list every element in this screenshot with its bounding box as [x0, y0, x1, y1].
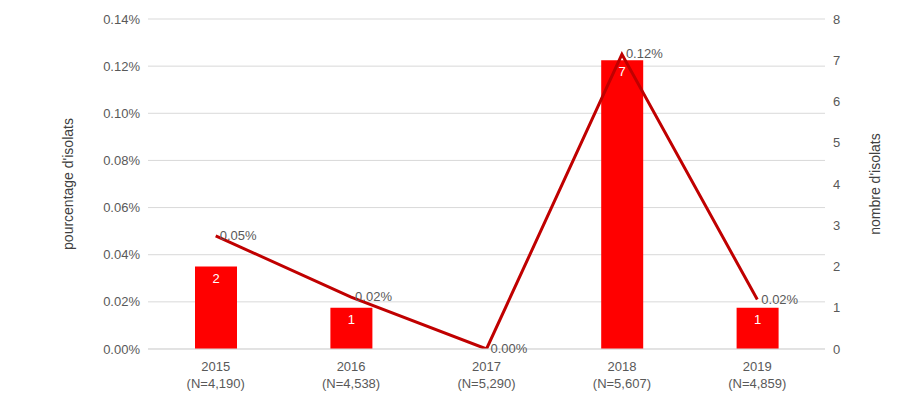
svg-text:0.14%: 0.14% — [103, 12, 140, 27]
svg-text:0.02%: 0.02% — [103, 294, 140, 309]
svg-text:0.05%: 0.05% — [220, 228, 257, 243]
svg-text:2018(N=5,607): 2018(N=5,607) — [593, 359, 651, 391]
svg-text:8: 8 — [833, 12, 840, 27]
svg-text:0: 0 — [833, 342, 840, 357]
svg-text:7: 7 — [619, 64, 626, 79]
svg-text:3: 3 — [833, 218, 840, 233]
svg-text:0.02%: 0.02% — [761, 292, 798, 307]
svg-text:7: 7 — [833, 53, 840, 68]
svg-text:2: 2 — [212, 271, 219, 286]
svg-text:6: 6 — [833, 94, 840, 109]
svg-text:0.00%: 0.00% — [103, 342, 140, 357]
svg-text:0.10%: 0.10% — [103, 106, 140, 121]
svg-text:4: 4 — [833, 177, 840, 192]
svg-text:0.02%: 0.02% — [355, 289, 392, 304]
svg-text:0.12%: 0.12% — [103, 59, 140, 74]
svg-text:0.08%: 0.08% — [103, 153, 140, 168]
svg-text:2016(N=4,538): 2016(N=4,538) — [322, 359, 380, 391]
svg-text:0.00%: 0.00% — [491, 341, 528, 356]
svg-text:nombre d'isolats: nombre d'isolats — [867, 133, 883, 235]
svg-text:1: 1 — [754, 312, 761, 327]
svg-text:2: 2 — [833, 259, 840, 274]
svg-text:0.04%: 0.04% — [103, 247, 140, 262]
svg-text:5: 5 — [833, 135, 840, 150]
svg-text:2017(N=5,290): 2017(N=5,290) — [457, 359, 515, 391]
svg-text:2019(N=4,859): 2019(N=4,859) — [728, 359, 786, 391]
svg-text:pourcentage d'isolats: pourcentage d'isolats — [60, 118, 76, 250]
svg-text:1: 1 — [348, 312, 355, 327]
svg-text:1: 1 — [833, 300, 840, 315]
svg-text:0.06%: 0.06% — [103, 200, 140, 215]
svg-text:0.12%: 0.12% — [626, 46, 663, 61]
svg-text:2015(N=4,190): 2015(N=4,190) — [187, 359, 245, 391]
